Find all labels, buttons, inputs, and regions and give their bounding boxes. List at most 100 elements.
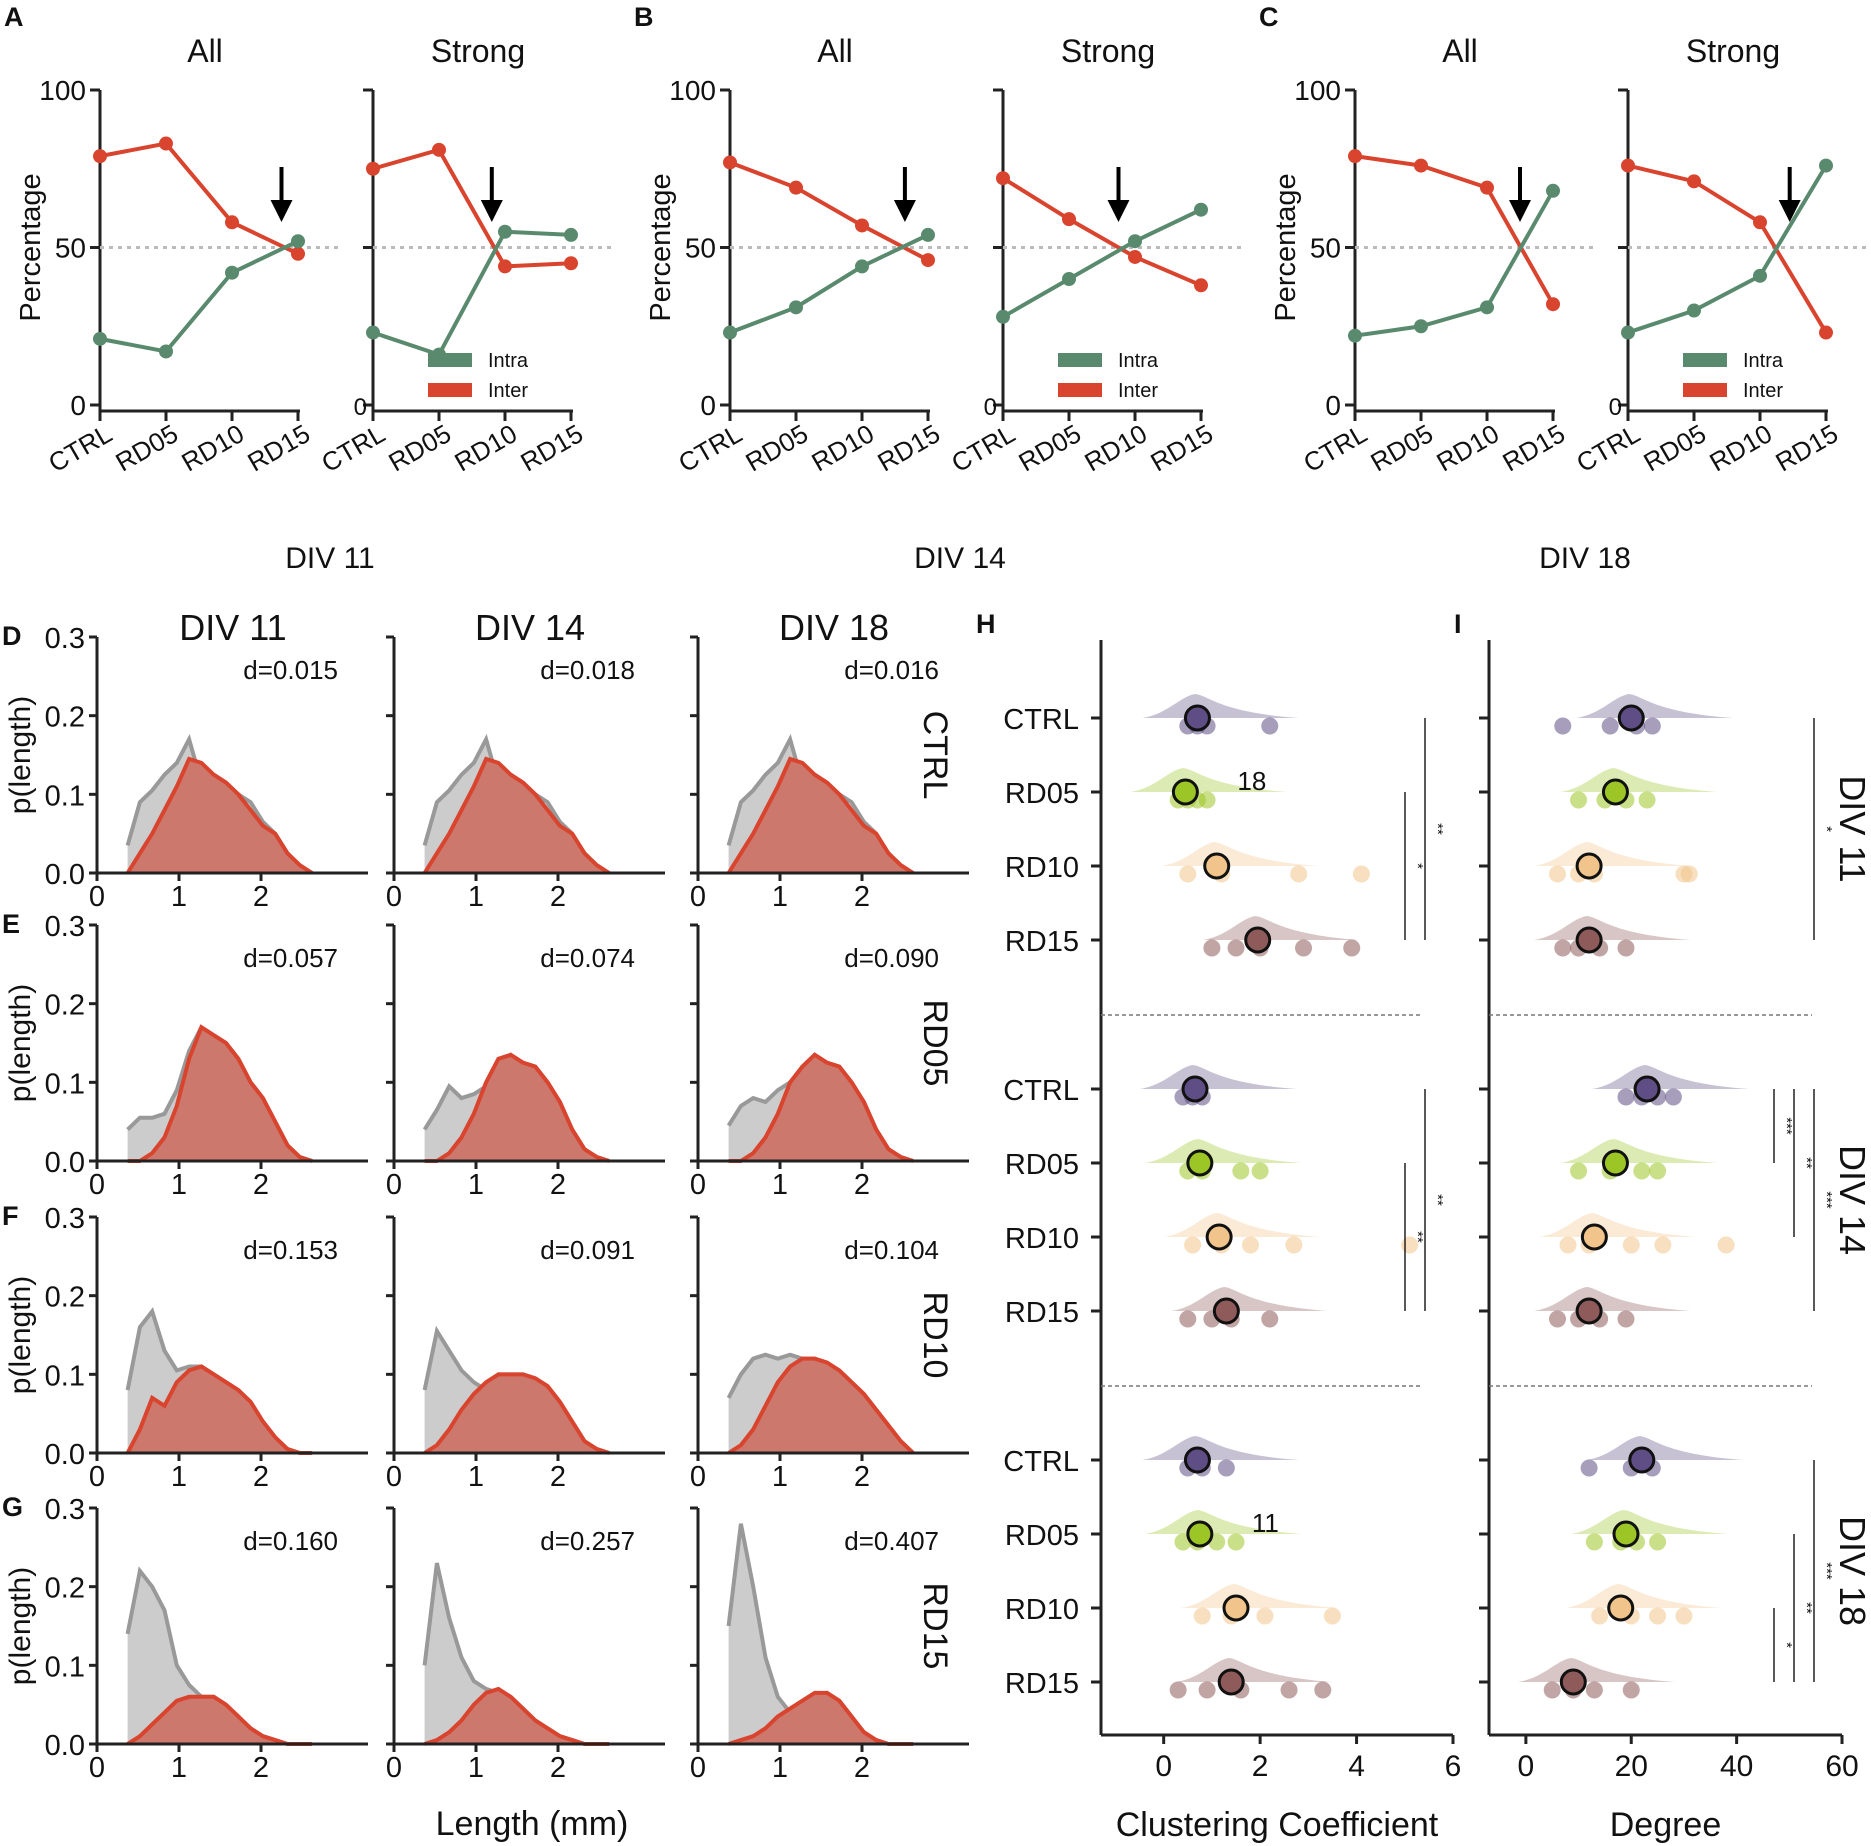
- y-tick-label: 100: [39, 75, 86, 106]
- density-shape: [1171, 1287, 1328, 1311]
- red-distribution-area: [424, 1374, 610, 1453]
- intra-point: [1687, 303, 1701, 318]
- y-tick-label: 0.2: [45, 1282, 85, 1314]
- row-rd15: RD15: [1005, 1658, 1333, 1700]
- x-tick-label: 1: [171, 1169, 187, 1201]
- density-shape: [1576, 694, 1733, 718]
- histogram-rd15-0: 0.0 0.1 0.2 0.3 0 1 2 d=0.160 p(length): [4, 1494, 368, 1784]
- red-distribution-line: [423, 1372, 610, 1455]
- x-tick-label-ctrl: CTRL: [1571, 418, 1645, 478]
- intra-line: [1354, 189, 1555, 338]
- red-distribution-line: [127, 1024, 313, 1163]
- data-point: [1203, 939, 1221, 957]
- data-point: [1554, 939, 1572, 957]
- panel-letter-C: C: [1259, 2, 1279, 32]
- red-distribution-line: [125, 756, 314, 875]
- x-tick-label: 0: [386, 881, 402, 913]
- y-axis-label: p(length): [4, 1567, 37, 1685]
- panel-letter-G: G: [2, 1492, 23, 1522]
- mean-marker: [1559, 1668, 1587, 1696]
- panel-letter-I: I: [1454, 609, 1462, 639]
- inter-point: [1753, 215, 1767, 230]
- inter-point: [291, 246, 305, 261]
- x-tick-label-rd05: RD05: [383, 418, 456, 477]
- group-label: DIV 11: [285, 542, 375, 575]
- mean-marker: [1575, 926, 1603, 954]
- data-point: [1649, 1607, 1667, 1625]
- count-annotation: 11: [1252, 1508, 1279, 1538]
- data-point: [1585, 1681, 1603, 1699]
- intra-point: [1194, 202, 1208, 217]
- row-rd15: RD15: [1005, 1287, 1328, 1329]
- x-tick-label: 2: [854, 1461, 870, 1493]
- data-point: [1217, 1459, 1235, 1477]
- group-label-0: DIV 11: [1832, 775, 1871, 882]
- mean-marker: [1628, 1446, 1656, 1474]
- x-tick-label: 1: [468, 881, 484, 913]
- legend-swatch-inter: [428, 383, 472, 397]
- x-tick-label: 2: [550, 1461, 566, 1493]
- red-distribution-area: [728, 758, 914, 873]
- density-shape: [1518, 1658, 1675, 1682]
- data-point: [1675, 1607, 1693, 1625]
- intra-point: [723, 325, 737, 340]
- x-tick-label-rd10: RD10: [449, 418, 522, 477]
- x-tick-label: 1: [772, 1169, 788, 1201]
- x-tick-label: 1: [468, 1752, 484, 1784]
- histogram-ctrl-2: 0 1 2 d=0.016: [690, 635, 969, 913]
- y-tick-label: 0.3: [45, 1494, 85, 1526]
- arrow-head-icon: [480, 200, 503, 222]
- data-point: [1664, 1088, 1682, 1106]
- legend-swatch-intra: [1683, 353, 1727, 367]
- subplot-A-strong: Strong050100CTRLRD05RD10RD15IntraInter: [316, 33, 613, 478]
- row-rd05: RD05: [1005, 1139, 1302, 1181]
- x-tick-label: 0: [89, 1461, 105, 1493]
- y-tick-label: 0.1: [45, 780, 85, 812]
- density-shape: [1181, 1584, 1338, 1608]
- data-point: [1169, 1681, 1187, 1699]
- subplot-B-strong: Strong050100CTRLRD05RD10RD15IntraInter: [946, 33, 1243, 478]
- inter-point: [564, 256, 578, 271]
- data-point: [1198, 1681, 1216, 1699]
- y-axis-label: Percentage: [15, 173, 47, 321]
- row-rd15: [1479, 1287, 1691, 1328]
- row-rd10: F RD10 0.0 0.1 0.2 0.3 0 1 2 d=0.153 p(length) 0 1 2 d…: [2, 1201, 969, 1493]
- x-tick-label: 2: [550, 881, 566, 913]
- y-tick-label: 0: [1609, 394, 1622, 421]
- x-tick-label-rd15: RD15: [515, 418, 588, 477]
- subplot-title: All: [1442, 33, 1478, 69]
- data-point: [1179, 865, 1197, 883]
- x-tick-label: 0: [690, 1752, 706, 1784]
- panel-letter-B: B: [634, 2, 654, 32]
- group-label-1: DIV 14: [1832, 1145, 1871, 1255]
- mean-marker: [1171, 778, 1199, 806]
- x-tick-label-ctrl: CTRL: [1298, 418, 1372, 478]
- red-distribution-line: [727, 1690, 914, 1746]
- mean-marker: [1575, 1297, 1603, 1325]
- x-tick-label-rd15: RD15: [1145, 418, 1218, 477]
- inter-line: [729, 160, 929, 262]
- data-point: [1643, 717, 1661, 735]
- x-tick-label-rd15: RD15: [1497, 418, 1570, 477]
- length-distribution-panels: DIV 11 DIV 14 DIV 18 Length (mm) D CTRL 0.0 0.1…: [2, 607, 969, 1843]
- row-ctrl: [1479, 694, 1733, 735]
- histogram-ctrl-1: 0 1 2 d=0.018: [386, 635, 665, 913]
- x-tick-label: 2: [854, 881, 870, 913]
- data-point: [1548, 865, 1566, 883]
- data-point: [1554, 717, 1572, 735]
- data-point: [1617, 1088, 1635, 1106]
- density-shape: [1570, 1510, 1728, 1534]
- arrow-head-icon: [270, 200, 293, 222]
- x-axis-label: Length (mm): [436, 1805, 629, 1843]
- inter-point: [1480, 180, 1494, 195]
- x-tick-label-rd05: RD05: [110, 418, 183, 477]
- mean-marker: [1633, 1075, 1661, 1103]
- data-point: [1184, 1236, 1202, 1254]
- density-shape: [1560, 1139, 1718, 1163]
- inter-point: [1128, 249, 1142, 264]
- inter-point: [432, 142, 446, 157]
- distance-label: d=0.090: [844, 943, 939, 973]
- red-distribution-line: [726, 756, 915, 875]
- y-tick-label: 100: [1294, 75, 1341, 106]
